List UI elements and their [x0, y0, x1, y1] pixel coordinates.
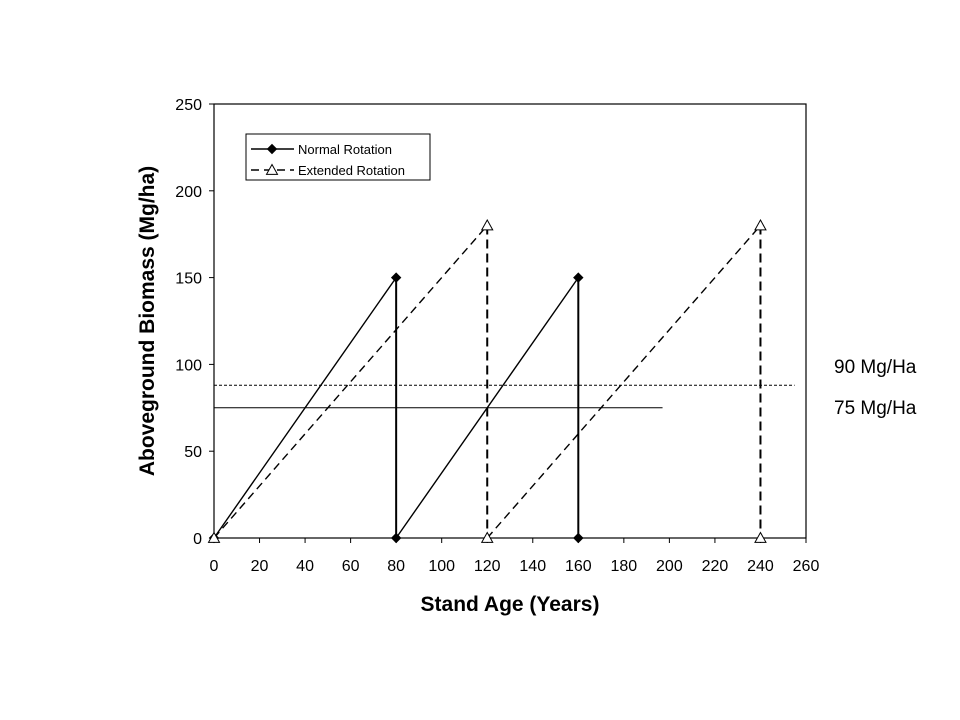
x-tick-label: 260	[793, 558, 820, 575]
x-tick-label: 120	[474, 558, 501, 575]
data-point	[480, 531, 494, 543]
x-axis: 0 20 40 60 80 100 120 140 160 180 200 220 240 260	[210, 538, 820, 575]
data-point	[573, 532, 584, 544]
x-tick-label: 140	[519, 558, 546, 575]
series-layer	[207, 218, 767, 544]
series-segment	[213, 225, 488, 539]
y-tick-label: 250	[175, 97, 202, 114]
data-point	[390, 272, 402, 283]
x-tick-label: 220	[702, 558, 729, 575]
data-point	[207, 531, 221, 543]
legend-label: Extended Rotation	[298, 163, 405, 178]
y-tick-label: 200	[175, 184, 202, 201]
data-point	[754, 531, 767, 543]
x-tick-label: 180	[610, 558, 637, 575]
series-segment	[213, 277, 397, 539]
x-tick-label: 160	[565, 558, 592, 575]
x-tick-label: 40	[296, 558, 314, 575]
data-point	[754, 218, 767, 231]
y-tick-label: 100	[175, 357, 202, 374]
x-tick-label: 240	[747, 558, 774, 575]
data-point	[390, 532, 402, 544]
y-tick-label: 0	[193, 531, 202, 548]
x-tick-label: 100	[428, 558, 455, 575]
x-tick-label: 20	[251, 558, 269, 575]
x-tick-label: 200	[656, 558, 683, 575]
data-point	[573, 272, 584, 283]
series-normal-rotation	[208, 272, 584, 544]
data-point	[266, 143, 278, 155]
legend-label: Normal Rotation	[298, 142, 392, 157]
series-segment	[486, 225, 761, 539]
y-tick-label: 150	[175, 271, 202, 288]
data-point	[265, 163, 279, 175]
y-axis-title: Aboveground Biomass (Mg/ha)	[136, 166, 159, 476]
y-tick-label: 50	[184, 444, 202, 461]
x-tick-label: 0	[210, 558, 219, 575]
reference-lines: 90 Mg/Ha 75 Mg/Ha	[214, 357, 917, 419]
y-axis: 0 50 100 150 200 250	[175, 97, 214, 548]
x-tick-label: 60	[342, 558, 360, 575]
reference-line-label: 75 Mg/Ha	[834, 398, 917, 419]
x-axis-title: Stand Age (Years)	[421, 593, 600, 616]
data-point	[480, 218, 494, 231]
x-tick-label: 80	[387, 558, 405, 575]
legend: Normal Rotation Extended Rotation	[245, 133, 431, 181]
reference-line-label: 90 Mg/Ha	[834, 357, 917, 378]
series-extended-rotation	[207, 218, 767, 543]
